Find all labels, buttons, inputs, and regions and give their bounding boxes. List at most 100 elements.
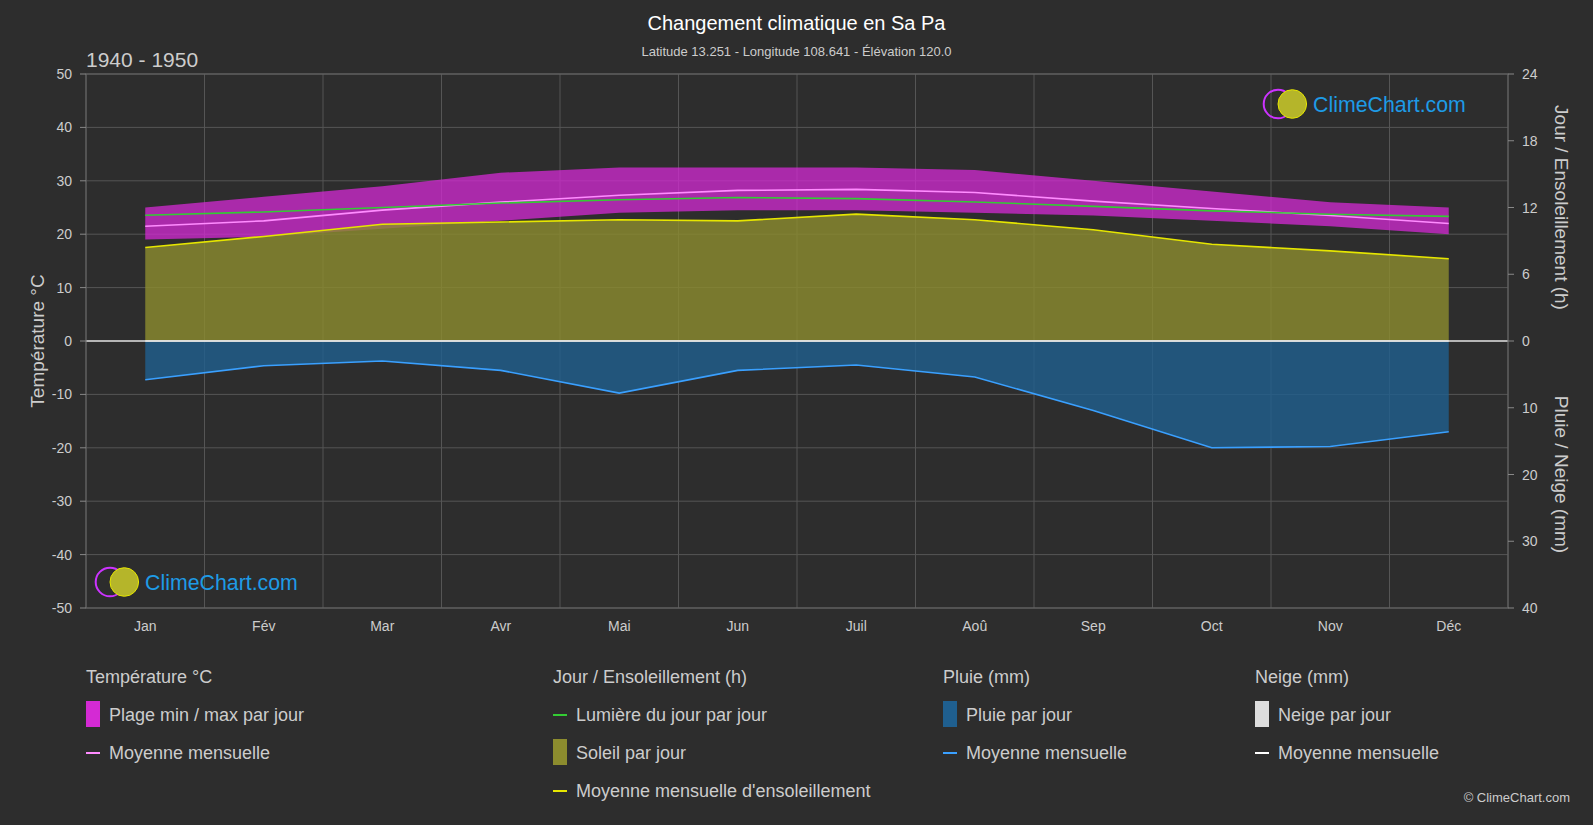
legend-label: Moyenne mensuelle bbox=[109, 743, 270, 763]
y2-tick-label: 12 bbox=[1522, 200, 1538, 216]
y-tick bbox=[80, 554, 86, 555]
x-tick-label: Mai bbox=[608, 618, 631, 634]
copyright: © ClimeChart.com bbox=[1464, 790, 1570, 805]
legend-label: Moyenne mensuelle bbox=[966, 743, 1127, 763]
x-tick-label: Déc bbox=[1436, 618, 1461, 634]
legend-swatch bbox=[553, 714, 567, 716]
plot-frame bbox=[86, 74, 1508, 608]
logo-sun bbox=[110, 568, 139, 597]
x-tick-label: Avr bbox=[490, 618, 511, 634]
legend-label: Lumière du jour par jour bbox=[576, 705, 767, 725]
y-tick bbox=[80, 447, 86, 448]
y2-tick-label: 0 bbox=[1522, 333, 1530, 349]
watermark: ClimeChart.com bbox=[145, 571, 298, 595]
legend-group-title: Jour / Ensoleillement (h) bbox=[553, 667, 747, 687]
y2-tick-label: 24 bbox=[1522, 66, 1538, 82]
x-tick-label: Juil bbox=[846, 618, 867, 634]
y2-tick bbox=[1508, 74, 1514, 75]
y2-axis-label: Jour / Ensoleillement (h) bbox=[1551, 105, 1572, 310]
x-tick-label: Mar bbox=[370, 618, 394, 634]
subtitle: Latitude 13.251 - Longitude 108.641 - Él… bbox=[641, 44, 951, 59]
y-tick-label: 20 bbox=[56, 226, 72, 242]
y-tick bbox=[80, 180, 86, 181]
logo-sun bbox=[1278, 90, 1307, 119]
y-tick-label: 0 bbox=[64, 333, 72, 349]
grid-line bbox=[86, 341, 1508, 342]
legend-swatch bbox=[553, 790, 567, 792]
y3-tick bbox=[1508, 608, 1514, 609]
x-tick-label: Jun bbox=[726, 618, 749, 634]
legend-swatch bbox=[1255, 752, 1269, 754]
y3-tick-label: 40 bbox=[1522, 600, 1538, 616]
line bbox=[145, 189, 1449, 226]
y3-tick bbox=[1508, 474, 1514, 475]
y-tick-label: 30 bbox=[56, 173, 72, 189]
y3-axis-label: Pluie / Neige (mm) bbox=[1551, 396, 1572, 553]
logo: ClimeChart.com bbox=[1264, 90, 1466, 119]
legend-swatch bbox=[86, 752, 100, 754]
y2-tick bbox=[1508, 341, 1514, 342]
legend-label: Neige par jour bbox=[1278, 705, 1391, 725]
legend-label: Moyenne mensuelle bbox=[1278, 743, 1439, 763]
legend: Température °C Jour / Ensoleillement (h) P… bbox=[86, 667, 1439, 801]
legend-swatch bbox=[943, 752, 957, 754]
legend-group-title: Pluie (mm) bbox=[943, 667, 1030, 687]
x-tick-label: Aoû bbox=[962, 618, 987, 634]
y-tick bbox=[80, 127, 86, 128]
legend-label: Soleil par jour bbox=[576, 743, 686, 763]
x-tick-label: Fév bbox=[252, 618, 275, 634]
legend-swatch bbox=[86, 701, 100, 727]
legend-swatch bbox=[1255, 701, 1269, 727]
logo: ClimeChart.com bbox=[96, 568, 298, 597]
y3-tick-label: 30 bbox=[1522, 533, 1538, 549]
legend-label: Pluie par jour bbox=[966, 705, 1072, 725]
legend-label: Moyenne mensuelle d'ensoleillement bbox=[576, 781, 871, 801]
y-axis-label: Température °C bbox=[27, 274, 48, 407]
line bbox=[145, 361, 1449, 448]
y-tick-label: -20 bbox=[52, 440, 72, 456]
y3-tick-label: 10 bbox=[1522, 400, 1538, 416]
period: 1940 - 1950 bbox=[86, 48, 198, 71]
area bbox=[145, 341, 1449, 448]
y-tick-label: -50 bbox=[52, 600, 72, 616]
title: Changement climatique en Sa Pa bbox=[648, 12, 947, 34]
legend-group-title: Neige (mm) bbox=[1255, 667, 1349, 687]
legend-label: Plage min / max par jour bbox=[109, 705, 304, 725]
watermark: ClimeChart.com bbox=[1313, 93, 1466, 117]
plot-area bbox=[145, 167, 1449, 447]
y2-tick bbox=[1508, 140, 1514, 141]
y3-tick-label: 20 bbox=[1522, 467, 1538, 483]
x-tick-label: Nov bbox=[1318, 618, 1343, 634]
legend-swatch bbox=[553, 739, 567, 765]
chart: Changement climatique en Sa Pa Latitude 1… bbox=[0, 0, 1593, 825]
area bbox=[145, 214, 1449, 341]
y2-tick bbox=[1508, 207, 1514, 208]
axis-split bbox=[86, 340, 1508, 342]
line bbox=[145, 214, 1449, 258]
y2-tick-label: 6 bbox=[1522, 266, 1530, 282]
y2-tick bbox=[1508, 274, 1514, 275]
y-tick bbox=[80, 341, 86, 342]
y-tick-label: 10 bbox=[56, 280, 72, 296]
line bbox=[145, 197, 1449, 216]
legend-group-title: Température °C bbox=[86, 667, 212, 687]
y-tick-label: -40 bbox=[52, 547, 72, 563]
y2-tick-label: 18 bbox=[1522, 133, 1538, 149]
x-tick-label: Jan bbox=[134, 618, 157, 634]
y-tick-label: -30 bbox=[52, 493, 72, 509]
x-tick-label: Sep bbox=[1081, 618, 1106, 634]
legend-swatch bbox=[943, 701, 957, 727]
y-tick-label: -10 bbox=[52, 386, 72, 402]
y-tick bbox=[80, 234, 86, 235]
grid bbox=[86, 74, 1508, 608]
y-tick bbox=[80, 501, 86, 502]
x-tick-label: Oct bbox=[1201, 618, 1223, 634]
y-tick bbox=[80, 287, 86, 288]
y-tick bbox=[80, 74, 86, 75]
y3-tick bbox=[1508, 407, 1514, 408]
y-tick bbox=[80, 608, 86, 609]
y-tick bbox=[80, 394, 86, 395]
y-tick-label: 50 bbox=[56, 66, 72, 82]
background bbox=[0, 0, 1593, 825]
y3-tick bbox=[1508, 541, 1514, 542]
